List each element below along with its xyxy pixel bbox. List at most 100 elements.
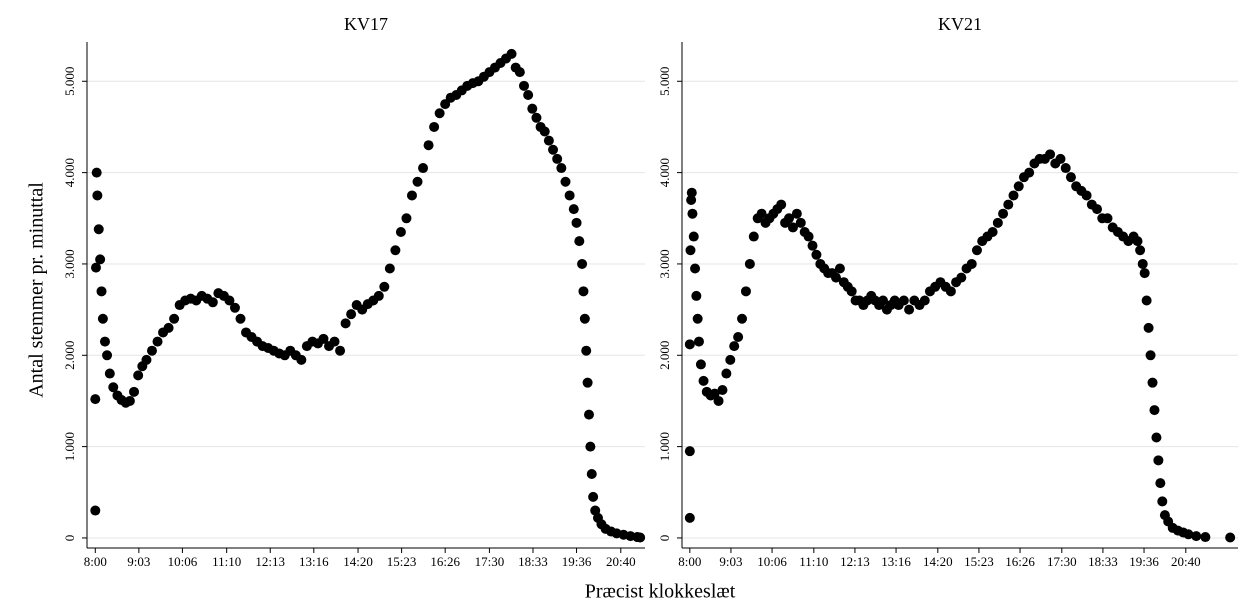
point bbox=[588, 491, 599, 502]
point bbox=[1200, 532, 1211, 543]
point bbox=[998, 208, 1009, 219]
point bbox=[740, 286, 751, 297]
point bbox=[834, 263, 845, 274]
point bbox=[1153, 455, 1164, 466]
point bbox=[692, 313, 703, 324]
point bbox=[691, 290, 702, 301]
point bbox=[568, 204, 579, 215]
point bbox=[684, 446, 695, 457]
point bbox=[686, 195, 697, 206]
point bbox=[709, 388, 720, 399]
y-tick-label: 5.000 bbox=[657, 67, 672, 96]
point bbox=[514, 67, 525, 78]
point bbox=[384, 263, 395, 274]
point bbox=[340, 318, 351, 329]
point bbox=[1149, 405, 1160, 416]
point bbox=[756, 208, 767, 219]
point bbox=[635, 532, 646, 543]
point bbox=[163, 322, 174, 333]
point bbox=[1065, 172, 1076, 183]
point bbox=[1092, 204, 1103, 215]
point bbox=[335, 345, 346, 356]
point bbox=[224, 295, 235, 306]
point bbox=[1008, 190, 1019, 201]
point bbox=[523, 89, 534, 100]
point bbox=[684, 339, 695, 350]
point bbox=[401, 213, 412, 224]
point bbox=[1060, 163, 1071, 174]
point bbox=[92, 190, 103, 201]
point bbox=[429, 121, 440, 132]
x-tick-label: 19:36 bbox=[562, 554, 592, 569]
point bbox=[329, 336, 340, 347]
point bbox=[539, 126, 550, 137]
y-tick-label: 5.000 bbox=[62, 67, 77, 96]
x-tick-label: 8:00 bbox=[678, 554, 701, 569]
point bbox=[1157, 496, 1168, 507]
point bbox=[406, 190, 417, 201]
point bbox=[207, 297, 218, 308]
y-tick-label: 2.000 bbox=[657, 341, 672, 370]
point bbox=[725, 354, 736, 365]
point bbox=[104, 368, 115, 379]
y-axis-label: Antal stemmer pr. minuttal bbox=[26, 182, 48, 398]
point bbox=[733, 332, 744, 343]
point bbox=[987, 226, 998, 237]
y-tick-label: 2.000 bbox=[62, 341, 77, 370]
x-tick-label: 19:36 bbox=[1129, 554, 1159, 569]
point bbox=[1225, 532, 1236, 543]
x-tick-label: 18:33 bbox=[1088, 554, 1118, 569]
point bbox=[390, 245, 401, 256]
point bbox=[141, 354, 152, 365]
point bbox=[684, 512, 695, 523]
x-tick-label: 17:30 bbox=[1047, 554, 1077, 569]
point bbox=[91, 167, 102, 178]
point bbox=[1055, 153, 1066, 164]
point bbox=[531, 112, 542, 123]
y-tick-label: 3.000 bbox=[62, 249, 77, 278]
point bbox=[577, 258, 588, 269]
point bbox=[582, 377, 593, 388]
point bbox=[787, 222, 798, 233]
point bbox=[1191, 531, 1202, 542]
point bbox=[744, 258, 755, 269]
point bbox=[686, 187, 697, 198]
point bbox=[578, 286, 589, 297]
point bbox=[1132, 236, 1143, 247]
x-tick-label: 10:06 bbox=[168, 554, 198, 569]
x-tick-label: 13:16 bbox=[881, 554, 911, 569]
point bbox=[129, 386, 140, 397]
point bbox=[90, 394, 101, 405]
x-tick-label: 20:40 bbox=[606, 554, 636, 569]
point bbox=[564, 190, 575, 201]
chart-title: KV17 bbox=[344, 14, 388, 34]
point bbox=[434, 108, 445, 119]
point bbox=[695, 359, 706, 370]
point bbox=[527, 103, 538, 114]
point bbox=[971, 245, 982, 256]
point bbox=[97, 313, 108, 324]
point bbox=[229, 302, 240, 313]
point bbox=[945, 286, 956, 297]
point bbox=[108, 382, 119, 393]
x-tick-label: 20:40 bbox=[1171, 554, 1201, 569]
point bbox=[581, 345, 592, 356]
point bbox=[556, 163, 567, 174]
x-tick-label: 16:26 bbox=[430, 554, 460, 569]
point bbox=[688, 231, 699, 242]
point bbox=[423, 140, 434, 151]
point bbox=[574, 236, 585, 247]
point bbox=[543, 135, 554, 146]
point bbox=[506, 48, 517, 59]
point bbox=[693, 336, 704, 347]
point bbox=[235, 313, 246, 324]
x-tick-label: 9:03 bbox=[127, 554, 150, 569]
x-tick-label: 17:30 bbox=[475, 554, 505, 569]
x-tick-label: 14:20 bbox=[923, 554, 953, 569]
point bbox=[586, 469, 597, 480]
point bbox=[346, 309, 357, 320]
point bbox=[90, 262, 101, 273]
point bbox=[791, 208, 802, 219]
x-tick-label: 18:33 bbox=[518, 554, 548, 569]
point bbox=[898, 295, 909, 306]
